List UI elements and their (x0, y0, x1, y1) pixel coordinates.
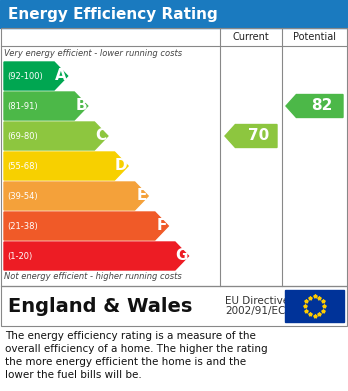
Text: (21-38): (21-38) (7, 221, 38, 231)
Text: Current: Current (232, 32, 269, 42)
Polygon shape (4, 242, 188, 270)
Text: England & Wales: England & Wales (8, 296, 192, 316)
Polygon shape (4, 122, 108, 150)
Text: (39-54): (39-54) (7, 192, 38, 201)
Text: overall efficiency of a home. The higher the rating: overall efficiency of a home. The higher… (5, 344, 268, 354)
Text: Very energy efficient - lower running costs: Very energy efficient - lower running co… (4, 49, 182, 58)
Text: C: C (96, 129, 107, 143)
Text: Potential: Potential (293, 32, 336, 42)
Bar (0, 0, 348, 28)
Text: Energy Efficiency Rating: Energy Efficiency Rating (8, 7, 218, 22)
Text: G: G (175, 249, 188, 264)
Text: (69-80): (69-80) (7, 131, 38, 140)
Bar (1, 28, 347, 286)
Text: (92-100): (92-100) (7, 72, 43, 81)
Text: D: D (115, 158, 128, 174)
Text: (55-68): (55-68) (7, 161, 38, 170)
Text: B: B (75, 99, 87, 113)
Bar (285, 290, 344, 322)
Text: 2002/91/EC: 2002/91/EC (225, 306, 285, 316)
Text: lower the fuel bills will be.: lower the fuel bills will be. (5, 370, 142, 380)
Text: The energy efficiency rating is a measure of the: The energy efficiency rating is a measur… (5, 331, 256, 341)
Text: E: E (136, 188, 147, 203)
Text: EU Directive: EU Directive (225, 296, 289, 306)
Text: Not energy efficient - higher running costs: Not energy efficient - higher running co… (4, 272, 182, 281)
Polygon shape (4, 62, 68, 90)
Text: 82: 82 (311, 99, 332, 113)
Polygon shape (286, 95, 343, 117)
Polygon shape (225, 124, 277, 147)
Polygon shape (4, 152, 128, 180)
Polygon shape (4, 212, 168, 240)
Text: (81-91): (81-91) (7, 102, 38, 111)
Polygon shape (4, 182, 148, 210)
Text: the more energy efficient the home is and the: the more energy efficient the home is an… (5, 357, 246, 367)
Polygon shape (4, 92, 88, 120)
Text: 70: 70 (247, 129, 269, 143)
Text: A: A (55, 68, 67, 84)
Text: (1-20): (1-20) (7, 251, 32, 260)
Bar (1, 286, 347, 326)
Text: F: F (156, 219, 167, 233)
